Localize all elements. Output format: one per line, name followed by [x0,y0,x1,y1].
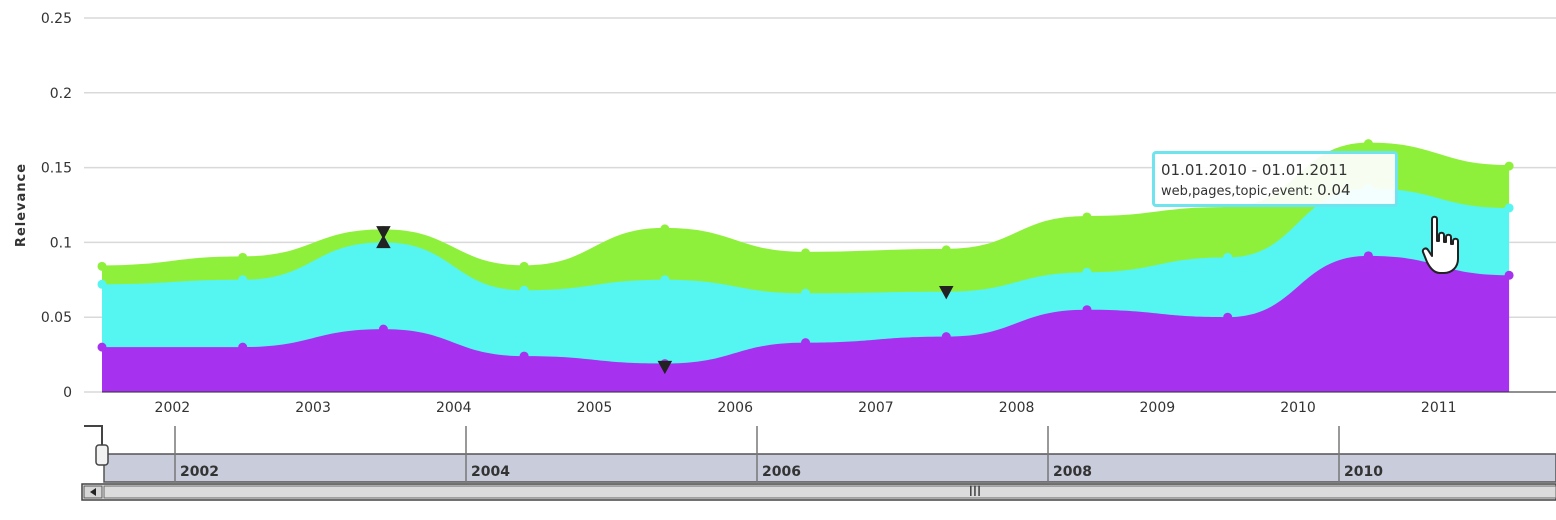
y-axis: 0 0.05 0.1 0.15 0.2 0.25 [41,11,72,401]
data-point[interactable] [97,342,107,352]
data-point[interactable] [1223,252,1233,262]
navigator-label: 2002 [180,464,219,480]
data-point[interactable] [801,338,811,348]
data-point[interactable] [238,252,248,262]
scrollbar-grip-icon: III [969,484,981,500]
x-axis: 2002 2003 2004 2005 2006 2007 2008 2009 2010 2011 [102,391,1556,416]
x-tick-label: 2010 [1280,400,1316,416]
data-point[interactable] [378,324,388,334]
data-point[interactable] [941,332,951,342]
data-point[interactable] [1504,161,1514,171]
hand-cursor-icon [1421,215,1459,274]
tooltip-series-label: web,pages,topic,event: [1161,184,1313,199]
area-series-2[interactable] [102,188,1510,364]
x-tick-label: 2006 [717,400,753,416]
navigator-left-handle[interactable] [95,444,109,466]
tooltip-row: web,pages,topic,event: 0.04 [1161,180,1395,202]
data-point[interactable] [1082,212,1092,222]
data-point[interactable] [238,342,248,352]
area-series-3[interactable] [102,143,1510,294]
x-tick-label: 2008 [999,400,1035,416]
event-marker-icon[interactable] [938,286,954,300]
y-tick-label: 0.25 [41,11,72,27]
tooltip-range: 01.01.2010 - 01.01.2011 [1161,161,1348,179]
navigator-selected-range[interactable] [103,453,1556,483]
data-point[interactable] [660,224,670,234]
data-point[interactable] [801,288,811,298]
event-marker-icon[interactable] [657,360,673,375]
event-marker-icon[interactable] [376,234,391,249]
scrollbar-thumb[interactable] [103,485,1556,499]
x-tick-label: 2009 [1140,400,1176,416]
data-point[interactable] [801,248,811,258]
navigator-frame [84,425,103,447]
x-tick-label: 2004 [436,400,472,416]
y-tick-label: 0 [63,385,72,401]
x-tick-label: 2005 [577,400,613,416]
data-point[interactable] [1082,305,1092,315]
y-tick-label: 0.2 [50,86,72,102]
x-tick-label: 2011 [1421,400,1457,416]
data-point[interactable] [1082,267,1092,277]
data-point[interactable] [660,275,670,285]
data-point[interactable] [1223,312,1233,322]
area-series-1[interactable] [102,255,1510,392]
chevron-left-icon [90,488,96,496]
y-tick-label: 0.1 [50,235,72,251]
data-point[interactable] [97,279,107,289]
data-point[interactable] [519,285,529,295]
y-axis-title: Relevance [14,163,29,247]
range-navigator[interactable]: 2002 2004 2006 2008 2010 III [81,425,1556,501]
navigator-label: 2010 [1344,464,1383,480]
y-tick-label: 0.05 [41,310,72,326]
data-point[interactable] [1363,139,1373,149]
tooltip-value: 0.04 [1317,181,1351,199]
data-point[interactable] [519,261,529,271]
navigator-label: 2008 [1053,464,1092,480]
event-markers [376,226,954,375]
navigator-label: 2004 [471,464,510,480]
data-point[interactable] [97,261,107,271]
data-point[interactable] [1504,203,1514,213]
y-tick-label: 0.15 [41,161,72,177]
series-points [97,139,1514,369]
data-tooltip: 01.01.2010 - 01.01.2011 web,pages,topic,… [1152,151,1398,207]
data-point[interactable] [1363,251,1373,261]
data-point[interactable] [238,275,248,285]
event-marker-icon[interactable] [376,226,391,240]
x-tick-label: 2003 [295,400,331,416]
x-tick-label: 2007 [858,400,894,416]
data-point[interactable] [941,245,951,255]
data-point[interactable] [1504,270,1514,280]
x-tick-label: 2002 [155,400,191,416]
navigator-label: 2006 [762,464,801,480]
data-point[interactable] [519,351,529,361]
